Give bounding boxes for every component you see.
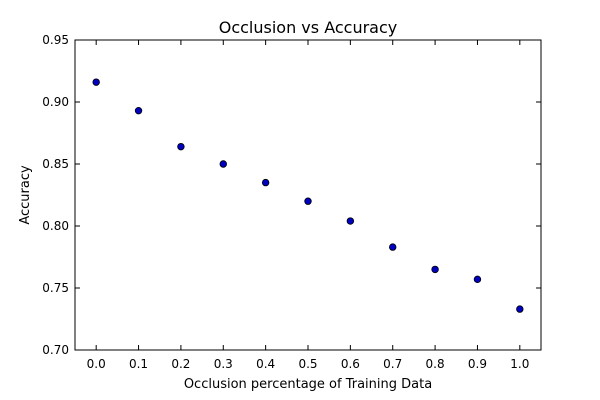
x-tick-label: 0.1 — [129, 357, 148, 371]
data-point — [473, 275, 482, 284]
data-point — [134, 106, 143, 115]
x-tick-label: 1.0 — [510, 357, 529, 371]
y-tick-label: 0.95 — [42, 33, 69, 47]
y-tick-label: 0.90 — [42, 95, 69, 109]
data-point — [177, 142, 185, 151]
data-point — [346, 217, 355, 225]
plot-area: 0.0 0.1 0.2 0.3 0.4 0.5 0.6 0.7 0.8 0.9 1.0 0.700.… — [42, 33, 542, 371]
x-tick-label: 0.3 — [214, 357, 233, 371]
x-tick-label: 0.9 — [468, 357, 487, 371]
chart-title: Occlusion vs Accuracy — [219, 18, 398, 37]
x-tick-label: 0.8 — [426, 357, 445, 371]
y-tick-label: 0.75 — [42, 281, 69, 295]
y-tick-label: 0.85 — [42, 157, 69, 171]
y-tick-label: 0.70 — [42, 343, 69, 357]
y-tick-label: 0.80 — [42, 219, 69, 233]
data-points — [92, 78, 524, 313]
data-point — [304, 197, 312, 205]
x-tick-label: 0.7 — [383, 357, 402, 371]
data-point — [92, 78, 100, 86]
x-tick-label: 0.2 — [171, 357, 190, 371]
data-point — [261, 178, 270, 187]
x-tick-label: 0.6 — [341, 357, 360, 371]
data-point — [431, 265, 439, 274]
x-tick-label: 0.4 — [256, 357, 275, 371]
x-tick-label: 0.5 — [298, 357, 317, 371]
x-tick-label: 0.0 — [87, 357, 106, 371]
y-axis: 0.70 0.75 0.80 0.85 0.90 0.95 — [42, 33, 541, 357]
x-axis-label: Occlusion percentage of Training Data — [184, 377, 432, 392]
data-point — [516, 305, 524, 313]
axes-frame — [74, 39, 542, 351]
data-point — [389, 243, 397, 251]
x-axis: 0.0 0.1 0.2 0.3 0.4 0.5 0.6 0.7 0.8 0.9 1.0 — [87, 40, 529, 371]
y-axis-label: Accuracy — [18, 165, 33, 225]
data-point — [219, 160, 227, 168]
